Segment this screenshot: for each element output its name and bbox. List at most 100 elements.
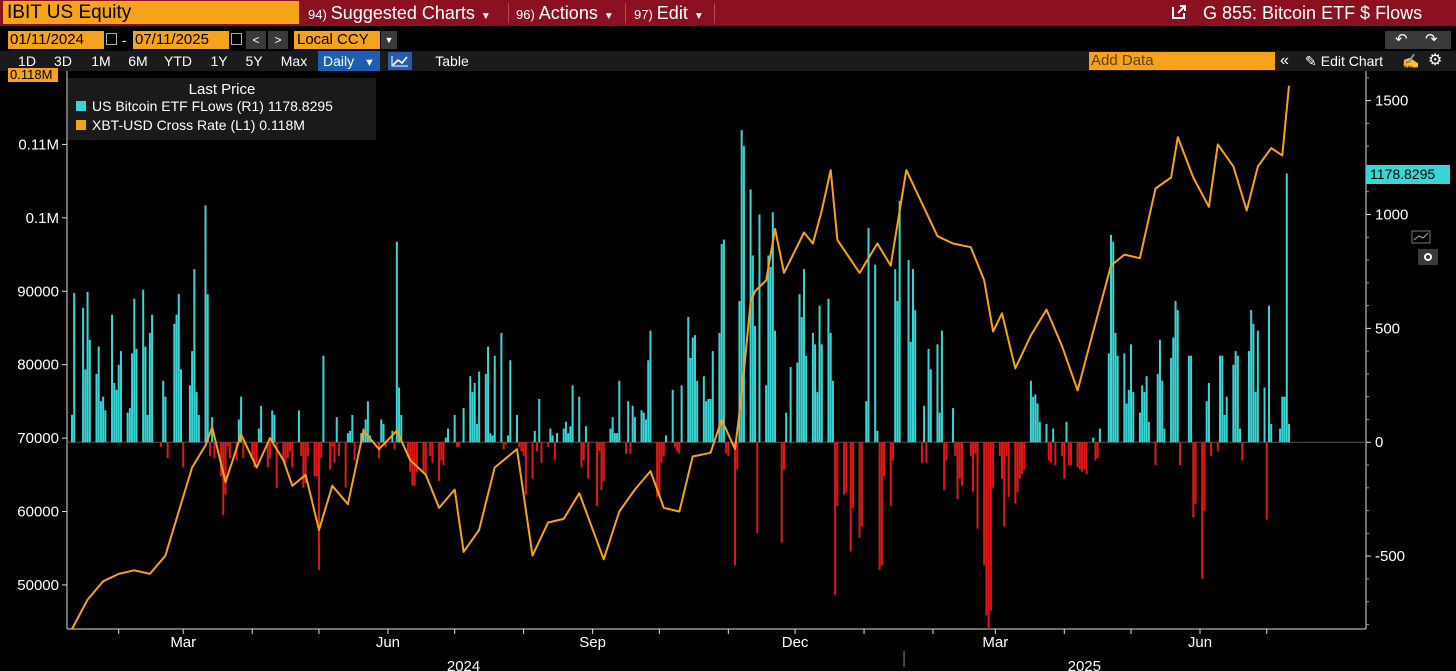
flow-bar	[531, 442, 534, 479]
legend-item-xbt-usd[interactable]: XBT-USD Cross Rate (L1) 0.118M	[76, 117, 305, 133]
end-date-field[interactable]: 07/11/2025	[133, 31, 229, 49]
range-button-3d[interactable]: 3D	[54, 53, 72, 69]
chart-legend: Last Price US Bitcoin ETF FLows (R1) 117…	[68, 78, 376, 140]
range-button-5y[interactable]: 5Y	[245, 53, 263, 69]
frequency-dropdown[interactable]: Daily ▼	[318, 51, 380, 71]
flow-bar	[718, 332, 721, 443]
menu-edit[interactable]: 97) Edit ▼	[634, 0, 704, 26]
flow-bar	[876, 430, 879, 443]
flow-bar	[1203, 442, 1206, 511]
flow-bar	[909, 342, 912, 443]
flow-bar	[393, 442, 396, 450]
flow-bar	[1187, 355, 1190, 443]
currency-select[interactable]: Local CCY	[294, 31, 380, 49]
flow-bar	[969, 442, 972, 456]
flow-bar	[177, 294, 180, 443]
flow-bar	[943, 442, 946, 491]
flow-bar	[353, 442, 356, 461]
menu-actions[interactable]: 96) Actions ▼	[516, 0, 614, 26]
flow-bar	[567, 433, 570, 443]
flow-bar	[578, 396, 581, 443]
menu-suggested-charts[interactable]: 94) Suggested Charts ▼	[308, 0, 491, 26]
flow-bar	[82, 307, 85, 443]
flow-bar	[1174, 301, 1177, 443]
flow-bar	[1263, 387, 1266, 443]
chevron-down-icon[interactable]: ▼	[381, 31, 397, 49]
flow-bar	[618, 380, 621, 443]
flow-bar	[471, 392, 474, 443]
flow-bar	[500, 332, 503, 443]
flow-bar	[1207, 383, 1210, 443]
range-button-1m[interactable]: 1M	[91, 53, 111, 69]
legend-header: Last Price	[188, 81, 256, 98]
calendar-icon[interactable]	[106, 33, 117, 45]
flow-bar	[1190, 355, 1193, 443]
flow-bar	[1045, 424, 1048, 443]
flow-bar	[104, 410, 107, 443]
annotate-icon[interactable]: ✍	[1402, 53, 1420, 69]
flow-bar	[475, 424, 478, 443]
flow-bar	[1092, 437, 1095, 443]
gear-icon[interactable]: ⚙	[1428, 52, 1443, 69]
flow-bar	[515, 414, 518, 443]
chevron-down-icon: ▼	[364, 57, 375, 69]
flow-bar	[380, 419, 383, 443]
flow-bar	[1241, 442, 1244, 461]
flow-bar	[220, 442, 223, 477]
flow-bar	[1236, 355, 1239, 443]
flow-bar	[1107, 353, 1110, 443]
redo-icon[interactable]: ↷	[1425, 31, 1438, 48]
mini-chart-icon[interactable]	[1411, 230, 1431, 244]
range-button-max[interactable]: Max	[280, 53, 308, 69]
range-button-1d[interactable]: 1D	[18, 53, 36, 69]
flow-bar	[705, 401, 708, 443]
add-data-input[interactable]: Add Data	[1089, 52, 1275, 70]
flow-bar	[629, 442, 632, 454]
chevron-right-icon[interactable]: >	[268, 31, 288, 49]
range-button-ytd[interactable]: YTD	[164, 53, 192, 69]
line-chart-icon[interactable]	[388, 52, 412, 70]
table-button[interactable]: Table	[435, 53, 469, 69]
flow-bar	[1116, 355, 1119, 443]
flow-bar	[271, 410, 274, 443]
flow-bar	[182, 442, 185, 468]
flow-bar	[742, 146, 745, 443]
legend-item-etf-flows[interactable]: US Bitcoin ETF FLows (R1) 1178.8295	[76, 98, 333, 114]
flow-bar	[671, 389, 674, 443]
start-date-field[interactable]: 01/11/2024	[8, 31, 104, 49]
flow-bar	[337, 442, 340, 456]
flow-bar	[782, 442, 785, 470]
flow-bar	[805, 355, 808, 443]
flow-bar	[489, 433, 492, 443]
flow-bar	[1000, 442, 1003, 479]
ticker-field[interactable]: IBIT US Equity	[3, 1, 299, 24]
popout-icon[interactable]	[1170, 3, 1188, 21]
settings-dot-icon[interactable]	[1418, 249, 1438, 265]
flow-bar	[322, 355, 325, 443]
flow-bar	[447, 428, 450, 443]
flow-bar	[1176, 310, 1179, 443]
flow-bar	[814, 344, 817, 443]
flow-bar	[1049, 442, 1052, 463]
calendar-icon[interactable]	[231, 33, 242, 45]
flow-bar	[1221, 355, 1224, 443]
flow-bar	[1254, 392, 1257, 443]
edit-chart-button[interactable]: ✎ Edit Chart	[1305, 51, 1383, 71]
flow-bar	[600, 442, 603, 491]
chevron-left-icon[interactable]: <	[246, 31, 266, 49]
flow-bar	[99, 401, 102, 443]
range-button-6m[interactable]: 6M	[128, 53, 148, 69]
flow-bar	[923, 405, 926, 443]
flow-bar	[126, 412, 129, 443]
range-button-1y[interactable]: 1Y	[210, 53, 228, 69]
flow-bar	[351, 414, 354, 443]
flow-bar	[378, 442, 381, 459]
undo-icon[interactable]: ↶	[1395, 31, 1408, 48]
chevron-down-icon: ▼	[603, 11, 614, 22]
flow-bar	[1138, 412, 1141, 443]
flow-bar	[836, 442, 839, 507]
collapse-chevrons-icon[interactable]: «	[1280, 52, 1289, 69]
flow-bar	[602, 442, 605, 481]
flow-bar	[117, 364, 120, 443]
right-axis-tick-label: 0	[1375, 434, 1383, 451]
